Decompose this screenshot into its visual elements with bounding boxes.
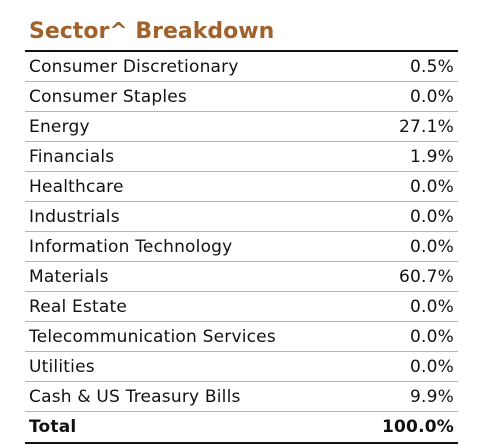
sector-row: Utilities 0.0% <box>25 352 458 382</box>
sector-rows: Consumer Discretionary 0.5% Consumer Sta… <box>25 52 458 444</box>
sector-value: 0.0% <box>410 86 454 107</box>
sector-value: 0.0% <box>410 326 454 347</box>
sector-row: Real Estate 0.0% <box>25 292 458 322</box>
sector-row: Consumer Staples 0.0% <box>25 82 458 112</box>
sector-value: 60.7% <box>398 266 454 287</box>
total-value: 100.0% <box>381 417 454 437</box>
sector-label: Financials <box>29 146 115 167</box>
sector-label: Consumer Discretionary <box>29 56 239 77</box>
sector-value: 0.0% <box>410 296 454 317</box>
sector-row: Cash & US Treasury Bills 9.9% <box>25 382 458 412</box>
sector-row: Consumer Discretionary 0.5% <box>25 52 458 82</box>
title-rule <box>25 50 458 52</box>
sector-row: Materials 60.7% <box>25 262 458 292</box>
sector-row: Energy 27.1% <box>25 112 458 142</box>
sector-row: Telecommunication Services 0.0% <box>25 322 458 352</box>
sector-label: Materials <box>29 266 109 287</box>
sector-label: Utilities <box>29 356 95 377</box>
sector-label: Cash & US Treasury Bills <box>29 386 241 407</box>
sector-value: 27.1% <box>398 116 454 137</box>
sector-label: Energy <box>29 116 90 137</box>
sector-label: Healthcare <box>29 176 124 197</box>
sector-value: 0.0% <box>410 176 454 197</box>
sector-value: 0.5% <box>410 56 454 77</box>
sector-label: Consumer Staples <box>29 86 187 107</box>
sector-label: Telecommunication Services <box>29 326 276 347</box>
sector-value: 0.0% <box>410 206 454 227</box>
sector-value: 0.0% <box>410 236 454 257</box>
sector-row: Information Technology 0.0% <box>25 232 458 262</box>
sector-breakdown-table: Sector^ Breakdown Consumer Discretionary… <box>25 14 458 444</box>
sector-label: Information Technology <box>29 236 233 257</box>
sector-value: 0.0% <box>410 356 454 377</box>
total-label: Total <box>29 417 77 437</box>
sector-row: Industrials 0.0% <box>25 202 458 232</box>
table-title: Sector^ Breakdown <box>29 19 275 44</box>
sector-row: Healthcare 0.0% <box>25 172 458 202</box>
sector-label: Real Estate <box>29 296 128 317</box>
sector-value: 9.9% <box>410 386 454 407</box>
sector-label: Industrials <box>29 206 120 227</box>
total-row: Total 100.0% <box>25 412 458 444</box>
sector-value: 1.9% <box>410 146 454 167</box>
sector-row: Financials 1.9% <box>25 142 458 172</box>
